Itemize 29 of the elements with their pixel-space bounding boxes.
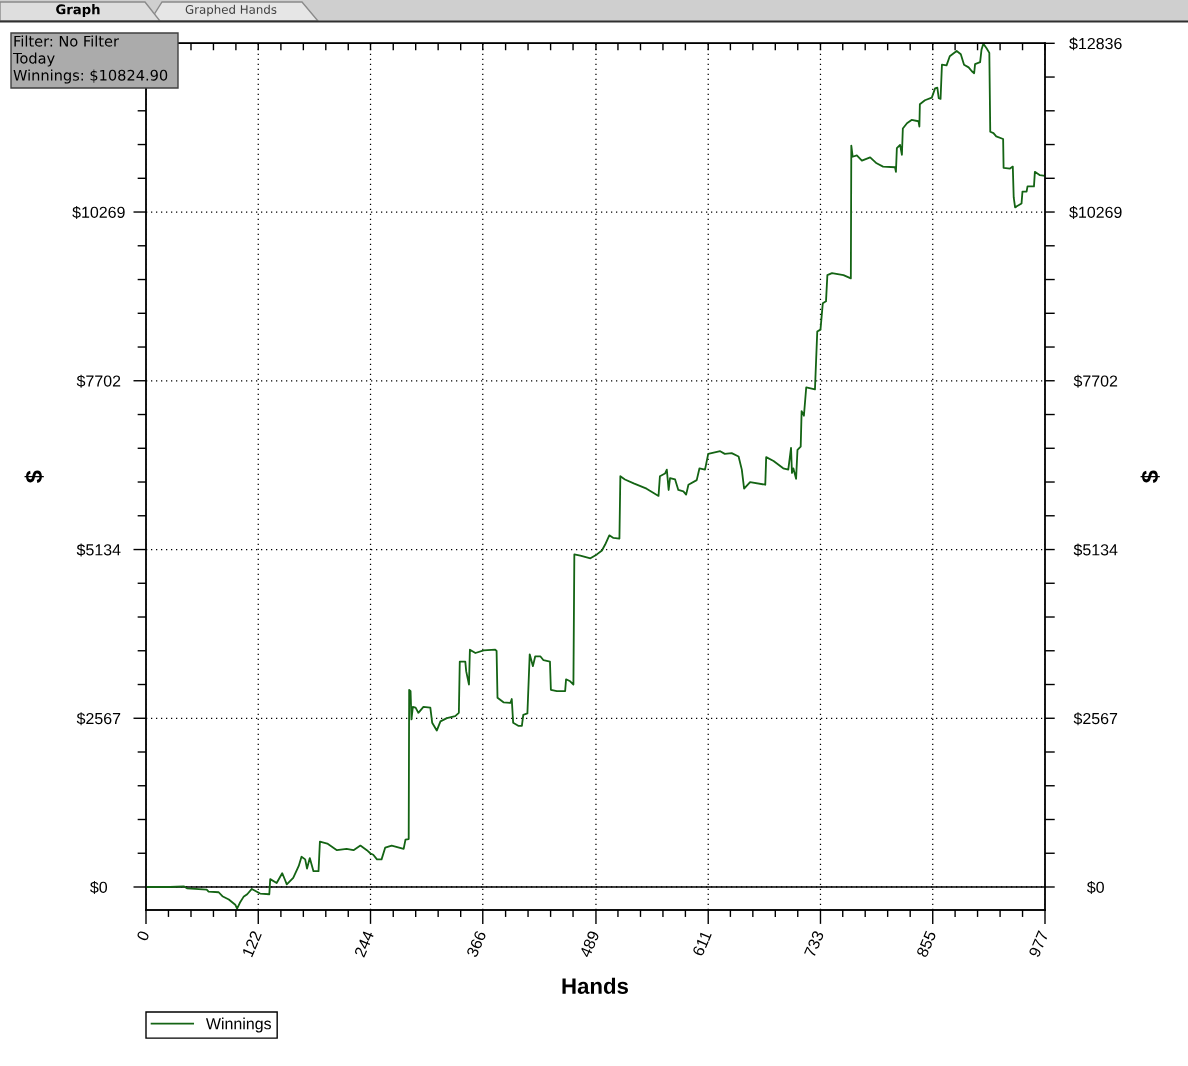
text: Today <box>12 52 55 67</box>
y2-tick-label: $0 <box>1086 880 1104 894</box>
y-tick-label: $7702 <box>76 374 121 388</box>
x-tick-label: 489 <box>579 930 600 959</box>
text: Filter: No Filter <box>14 35 119 47</box>
text: Graph <box>56 4 100 17</box>
x-tick-label: 0 <box>136 930 150 942</box>
y-tick-label: $2567 <box>76 712 121 726</box>
annotation: Winnings: $10824.90 <box>13 69 168 84</box>
y2-tick-label: $10269 <box>1069 205 1122 219</box>
text: Graphed Hands <box>185 4 277 17</box>
legend-label: Winnings <box>205 1017 272 1033</box>
x-tick-label: 977 <box>1028 930 1049 958</box>
y-tick-label: $10269 <box>72 205 125 219</box>
x-axis-title: Hands <box>562 977 629 994</box>
x-tick-label: 855 <box>916 930 937 958</box>
y2-tick-label: $5134 <box>1073 543 1118 557</box>
x-tick-label: 366 <box>466 930 487 958</box>
x-tick-label: 733 <box>803 930 825 958</box>
y2-tick-label: $7702 <box>1073 374 1118 388</box>
y-tick-label: $0 <box>90 880 108 894</box>
x-tick-label: 122 <box>241 930 262 958</box>
y2-tick-label: $2567 <box>1073 712 1118 726</box>
y-tick-label: $5134 <box>76 543 121 557</box>
x-tick-label: 244 <box>353 929 375 958</box>
x-tick-label: 611 <box>692 930 712 957</box>
y-axis-title: $ <box>24 470 44 483</box>
y2-axis-title: $ <box>1140 470 1160 483</box>
y2-tick-label: $12836 <box>1069 37 1122 51</box>
